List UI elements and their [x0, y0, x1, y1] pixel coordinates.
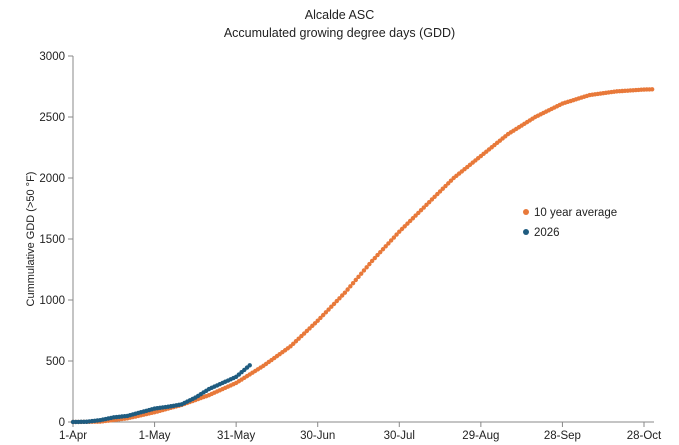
data-point: [337, 296, 342, 301]
data-point: [315, 318, 320, 323]
data-point: [380, 247, 386, 252]
data-point: [427, 199, 432, 205]
data-point: [391, 235, 397, 240]
data-point: [435, 191, 440, 197]
data-point: [331, 301, 337, 307]
y-tick-label: 1000: [39, 295, 65, 307]
legend-label: 10 year average: [534, 207, 617, 219]
y-tick-label: 2500: [39, 112, 65, 124]
x-tick-label: 30-Jun: [300, 430, 335, 442]
data-point: [424, 202, 429, 208]
chart-subtitle: Accumulated growing degree days (GDD): [224, 26, 455, 40]
data-point: [247, 363, 252, 368]
x-tick-label: 30-Jul: [384, 430, 415, 442]
data-point: [416, 210, 421, 216]
data-point: [378, 249, 383, 255]
data-point: [339, 293, 345, 298]
data-point: [345, 287, 350, 292]
legend-marker: [523, 229, 529, 235]
data-point: [437, 189, 443, 194]
y-tick-label: 1500: [39, 234, 65, 246]
data-series: [70, 87, 655, 425]
data-point: [443, 183, 448, 189]
x-tick-label: 29-Aug: [462, 430, 499, 442]
data-point: [367, 261, 372, 267]
y-tick-label: 0: [59, 417, 65, 429]
x-tick-label: 31-May: [217, 430, 256, 442]
data-point: [348, 284, 353, 289]
y-axis-label: Cummulative GDD (>50 °F): [25, 172, 37, 307]
legend-label: 2026: [534, 227, 560, 239]
data-point: [329, 304, 334, 309]
data-point: [440, 186, 445, 191]
data-point: [350, 280, 356, 286]
data-point: [383, 244, 388, 249]
y-tick-label: 3000: [39, 51, 65, 63]
series-2: [70, 363, 252, 425]
data-point: [361, 268, 367, 273]
x-tick-label: 28-Sep: [544, 430, 581, 442]
data-point: [397, 229, 402, 234]
data-point: [326, 307, 331, 312]
data-point: [369, 258, 375, 264]
data-point: [432, 194, 437, 199]
data-point: [405, 221, 410, 226]
data-point: [413, 213, 418, 218]
y-tick-labels: 0 500 1000 1500 2000 2500 3000: [39, 51, 73, 429]
data-point: [429, 197, 435, 202]
data-point: [356, 274, 361, 280]
legend-marker: [523, 209, 529, 215]
series-1: [70, 87, 655, 425]
data-point: [342, 290, 348, 295]
y-tick-label: 2000: [39, 173, 65, 185]
data-point: [421, 205, 426, 210]
data-point: [318, 315, 323, 321]
data-point: [359, 271, 364, 276]
x-tick-label: 1-May: [139, 430, 171, 442]
axes: [72, 56, 654, 423]
data-point: [386, 241, 391, 246]
x-tick-label: 28-Oct: [627, 430, 662, 442]
data-point: [334, 298, 339, 304]
data-point: [448, 178, 454, 183]
x-tick-labels: 1-Apr 1-May 31-May 30-Jun 30-Jul 29-Aug 28-Sep…: [59, 422, 662, 442]
data-point: [320, 312, 326, 318]
x-tick-label: 1-Apr: [59, 430, 87, 442]
data-point: [649, 87, 655, 92]
data-point: [353, 277, 358, 283]
data-point: [410, 216, 416, 221]
chart-title: Alcalde ASC: [305, 8, 374, 22]
data-point: [399, 226, 405, 232]
data-point: [375, 252, 380, 258]
data-point: [402, 224, 407, 229]
data-point: [407, 218, 413, 224]
data-point: [372, 255, 378, 261]
data-point: [418, 208, 424, 213]
legend: 10 year average 2026: [523, 207, 617, 239]
data-point: [364, 265, 369, 270]
data-point: [323, 310, 329, 315]
data-point: [388, 238, 394, 243]
y-tick-label: 500: [46, 356, 65, 368]
data-point: [446, 181, 451, 186]
data-point: [394, 232, 399, 237]
